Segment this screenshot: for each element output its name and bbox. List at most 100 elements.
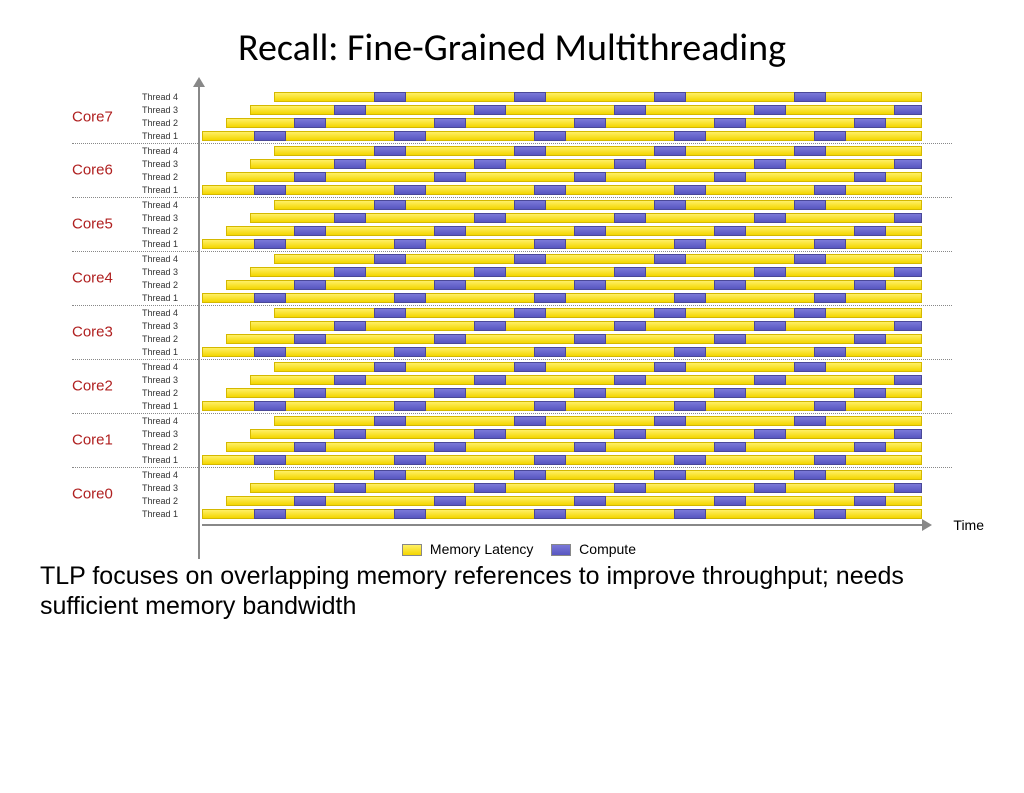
segment-compute — [434, 496, 466, 506]
thread-row: Thread 1 — [72, 454, 952, 466]
thread-row: Thread 4 — [72, 469, 952, 481]
segment-compute — [794, 416, 826, 426]
bar-track — [202, 200, 952, 210]
segment-compute — [534, 239, 566, 249]
thread-label: Thread 1 — [142, 455, 198, 465]
segment-compute — [854, 226, 886, 236]
thread-row: Thread 2 — [72, 117, 952, 129]
segment-compute — [794, 92, 826, 102]
legend-swatch-memory — [402, 544, 422, 556]
segment-compute — [534, 509, 566, 519]
segment-compute — [814, 509, 846, 519]
thread-label: Thread 1 — [142, 509, 198, 519]
segment-compute — [474, 267, 506, 277]
segment-compute — [374, 308, 406, 318]
segment-compute — [514, 92, 546, 102]
segment-compute — [374, 146, 406, 156]
segment-compute — [294, 226, 326, 236]
segment-compute — [394, 293, 426, 303]
thread-row: Thread 4 — [72, 361, 952, 373]
thread-label: Thread 3 — [142, 105, 198, 115]
thread-row: Thread 2 — [72, 171, 952, 183]
bar-track — [202, 92, 952, 102]
segment-compute — [334, 105, 366, 115]
segment-compute — [434, 280, 466, 290]
segment-compute — [514, 200, 546, 210]
thread-label: Thread 1 — [142, 185, 198, 195]
segment-compute — [374, 470, 406, 480]
segment-compute — [794, 146, 826, 156]
cores-container: Core7Thread 4Thread 3Thread 2Thread 1Cor… — [72, 91, 952, 520]
segment-compute — [654, 200, 686, 210]
segment-compute — [254, 347, 286, 357]
segment-compute — [814, 185, 846, 195]
segment-compute — [614, 213, 646, 223]
thread-row: Thread 4 — [72, 415, 952, 427]
segment-compute — [614, 429, 646, 439]
segment-compute — [514, 470, 546, 480]
segment-compute — [474, 213, 506, 223]
thread-label: Thread 1 — [142, 293, 198, 303]
segment-compute — [894, 267, 922, 277]
segment-compute — [514, 416, 546, 426]
segment-compute — [334, 483, 366, 493]
thread-label: Thread 3 — [142, 159, 198, 169]
thread-row: Thread 3 — [72, 266, 952, 278]
core-block: Core0Thread 4Thread 3Thread 2Thread 1 — [72, 467, 952, 520]
segment-compute — [394, 239, 426, 249]
legend-label-compute: Compute — [579, 541, 636, 557]
segment-compute — [474, 105, 506, 115]
segment-compute — [474, 159, 506, 169]
y-axis-arrow — [193, 77, 205, 87]
segment-compute — [814, 455, 846, 465]
segment-compute — [534, 185, 566, 195]
thread-row: Thread 1 — [72, 292, 952, 304]
segment-compute — [474, 429, 506, 439]
thread-label: Thread 4 — [142, 308, 198, 318]
thread-label: Thread 1 — [142, 401, 198, 411]
segment-compute — [674, 131, 706, 141]
thread-label: Thread 2 — [142, 388, 198, 398]
thread-label: Thread 4 — [142, 146, 198, 156]
thread-label: Thread 3 — [142, 483, 198, 493]
segment-compute — [254, 239, 286, 249]
segment-compute — [754, 213, 786, 223]
thread-label: Thread 2 — [142, 118, 198, 128]
segment-compute — [574, 118, 606, 128]
segment-compute — [654, 254, 686, 264]
thread-row: Thread 2 — [72, 441, 952, 453]
bar-track — [202, 172, 952, 182]
thread-row: Thread 3 — [72, 428, 952, 440]
segment-compute — [514, 362, 546, 372]
thread-row: Thread 3 — [72, 158, 952, 170]
segment-compute — [894, 429, 922, 439]
core-block: Core7Thread 4Thread 3Thread 2Thread 1 — [72, 91, 952, 142]
thread-row: Thread 4 — [72, 91, 952, 103]
segment-compute — [754, 105, 786, 115]
segment-compute — [714, 280, 746, 290]
bar-track — [202, 509, 952, 519]
thread-label: Thread 3 — [142, 213, 198, 223]
segment-compute — [714, 388, 746, 398]
segment-compute — [514, 254, 546, 264]
thread-row: Thread 1 — [72, 184, 952, 196]
core-label: Core4 — [72, 270, 142, 287]
segment-compute — [394, 401, 426, 411]
segment-compute — [654, 416, 686, 426]
segment-compute — [794, 362, 826, 372]
segment-compute — [854, 280, 886, 290]
legend: Memory Latency Compute — [72, 539, 952, 557]
segment-compute — [434, 442, 466, 452]
core-label: Core0 — [72, 486, 142, 503]
thread-row: Thread 4 — [72, 307, 952, 319]
thread-row: Thread 2 — [72, 225, 952, 237]
segment-compute — [394, 347, 426, 357]
bar-track — [202, 375, 952, 385]
segment-compute — [814, 239, 846, 249]
segment-compute — [794, 254, 826, 264]
segment-compute — [254, 401, 286, 411]
segment-compute — [254, 455, 286, 465]
segment-compute — [614, 375, 646, 385]
bar-track — [202, 334, 952, 344]
segment-compute — [294, 442, 326, 452]
